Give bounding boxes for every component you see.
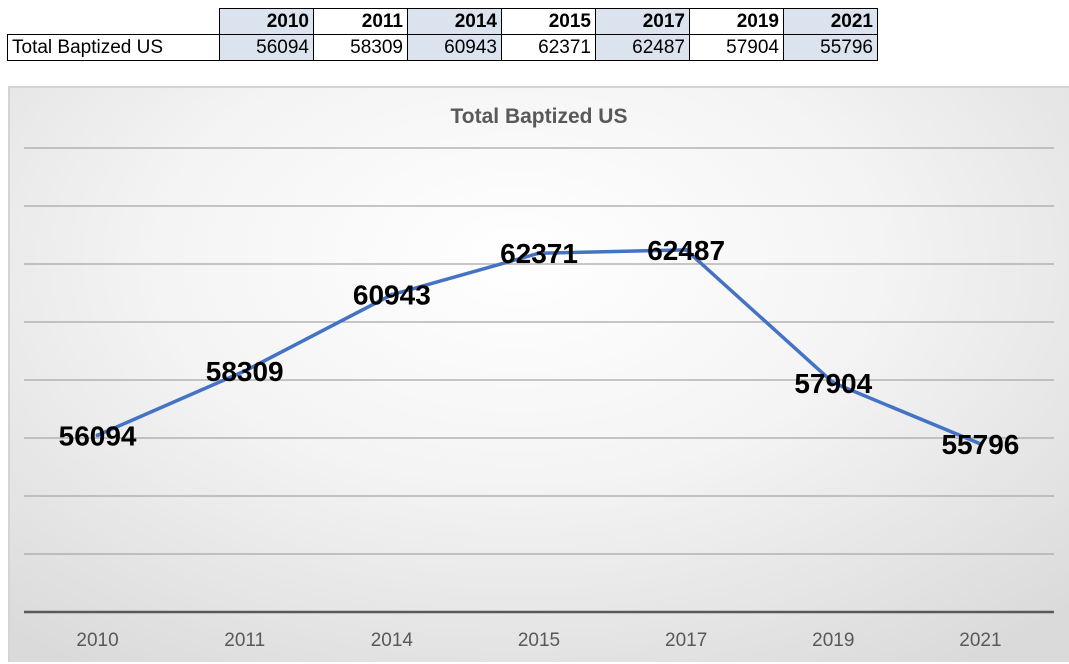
data-label: 58309	[206, 356, 284, 387]
x-tick-label: 2017	[665, 630, 707, 651]
series-group	[95, 247, 983, 446]
value-cell-2021: 55796	[783, 34, 878, 61]
line-chart: Total Baptized US 56094 58309 60943 62371 62…	[24, 105, 1054, 651]
data-label: 56094	[59, 420, 137, 451]
data-point	[978, 441, 983, 446]
data-point	[95, 433, 100, 438]
year-header-2010: 2010	[219, 8, 314, 35]
x-tick-label: 2019	[812, 630, 854, 651]
data-table: 2010 2011 2014 2015 2017 2019 2021 Total…	[7, 8, 878, 61]
data-label: 55796	[941, 429, 1019, 460]
table-header-row: 2010 2011 2014 2015 2017 2019 2021	[8, 8, 878, 35]
value-cell-2019: 57904	[689, 34, 784, 61]
data-point	[831, 380, 836, 385]
table-corner-cell	[8, 9, 220, 35]
year-header-2019: 2019	[689, 8, 784, 35]
x-tick-label: 2014	[371, 630, 414, 651]
x-tick-label: 2010	[76, 630, 118, 651]
value-cell-2015: 62371	[501, 34, 596, 61]
value-cell-2017: 62487	[595, 34, 690, 61]
data-label: 62487	[647, 235, 725, 266]
chart-title: Total Baptized US	[451, 105, 628, 128]
series-line	[96, 248, 982, 446]
data-point	[684, 247, 689, 252]
year-header-2015: 2015	[501, 8, 596, 35]
gridlines	[24, 147, 1054, 614]
chart-area: Total Baptized US 56094 58309 60943 62371 62…	[8, 86, 1069, 662]
value-cell-2014: 60943	[407, 34, 502, 61]
x-tick-label: 2011	[224, 630, 265, 651]
value-cell-2010: 56094	[219, 34, 314, 61]
data-label: 62371	[500, 238, 578, 269]
data-labels: 56094 58309 60943 62371 62487 57904 55796	[59, 235, 1020, 460]
year-header-2011: 2011	[313, 8, 408, 35]
data-point	[537, 251, 541, 256]
year-header-2021: 2021	[783, 8, 878, 35]
table-row: Total Baptized US 56094 58309 60943 6237…	[7, 34, 878, 61]
x-tick-label: 2021	[959, 630, 1001, 651]
x-axis-ticks: 2010 2011 2014 2015 2017 2019 2021	[76, 630, 1001, 651]
row-label: Total Baptized US	[7, 34, 220, 61]
year-header-2017: 2017	[595, 8, 690, 35]
data-label: 57904	[794, 368, 872, 399]
data-label: 60943	[353, 280, 431, 311]
x-tick-label: 2015	[518, 630, 560, 651]
value-cell-2011: 58309	[313, 34, 408, 61]
year-header-2014: 2014	[407, 8, 502, 35]
data-point	[242, 369, 247, 374]
data-point	[389, 292, 394, 297]
